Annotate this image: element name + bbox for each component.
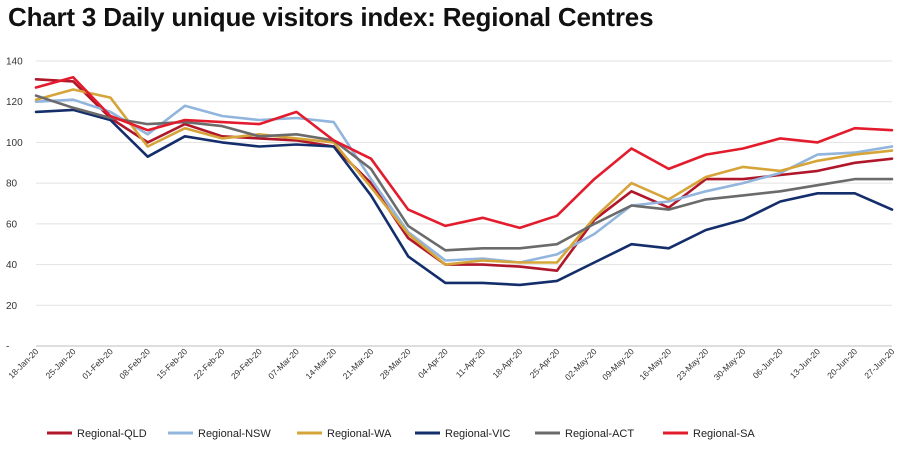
x-tick-label: 13-Jun-20 [788,346,822,380]
x-tick-label: 15-Feb-20 [154,346,189,381]
x-tick-label: 28-Mar-20 [378,346,413,381]
x-tick-label: 16-May-20 [637,346,673,382]
y-tick-label: 140 [6,57,23,68]
x-tick-label: 08-Feb-20 [117,346,152,381]
x-tick-label: 09-May-20 [600,346,636,382]
chart-title: Chart 3 Daily unique visitors index: Reg… [8,2,654,32]
series-line-regional-vic [34,108,894,287]
x-tick-label: 07-Mar-20 [266,346,301,381]
x-tick-label: 30-May-20 [712,346,748,382]
x-tick-label: 18-Apr-20 [490,346,524,380]
y-tick-label: 60 [6,219,18,230]
x-tick-label: 01-Feb-20 [80,346,115,381]
series-line-regional-qld [34,78,894,273]
x-tick-label: 25-Apr-20 [528,346,562,380]
x-tick-label: 11-Apr-20 [454,346,488,380]
x-tick-label: 29-Feb-20 [229,346,264,381]
series-line-regional-nsw [34,98,894,264]
series-line-regional-act [34,94,894,252]
x-tick-label: 23-May-20 [675,346,711,382]
legend-label-regional-qld: Regional-QLD [77,428,147,440]
series-line-regional-sa [34,76,894,230]
y-tick-label: 80 [6,179,18,190]
y-tick-label: 20 [6,301,18,312]
x-tick-label: 18-Jan-20 [6,346,40,380]
y-tick-label: - [6,342,9,353]
legend-label-regional-wa: Regional-WA [327,428,392,440]
y-tick-label: 40 [6,260,18,271]
x-tick-label: 21-Mar-20 [341,346,376,381]
x-tick-label: 22-Feb-20 [192,346,227,381]
y-tick-label: 100 [6,138,23,149]
x-tick-label: 20-Jun-20 [825,346,859,380]
x-tick-label: 04-Apr-20 [416,346,450,380]
x-tick-label: 25-Jan-20 [43,346,77,380]
y-tick-label: 120 [6,97,23,108]
x-tick-label: 06-Jun-20 [751,346,785,380]
legend-label-regional-nsw: Regional-NSW [198,428,271,440]
legend-label-regional-sa: Regional-SA [693,428,755,440]
series-line-regional-wa [34,88,894,266]
legend-label-regional-act: Regional-ACT [565,428,634,440]
x-tick-label: 27-Jun-20 [862,346,896,380]
x-tick-label: 02-May-20 [563,346,599,382]
legend-label-regional-vic: Regional-VIC [445,428,510,440]
x-tick-label: 14-Mar-20 [303,346,338,381]
